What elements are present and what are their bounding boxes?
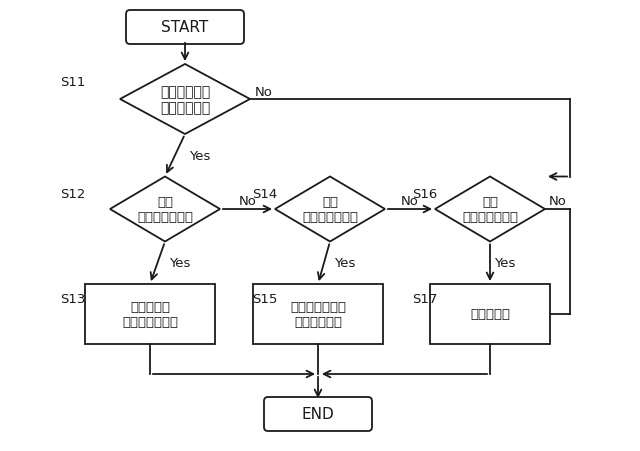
Text: No: No [255, 85, 273, 98]
Text: START: START [161, 20, 209, 36]
Text: 画像データを
表示するか？: 画像データを 表示するか？ [160, 85, 210, 115]
Text: No: No [239, 195, 257, 208]
Text: データ切替: データ切替 [470, 308, 510, 321]
Polygon shape [120, 65, 250, 135]
Text: Yes: Yes [169, 257, 190, 270]
Text: No: No [401, 195, 419, 208]
FancyBboxPatch shape [430, 285, 550, 344]
FancyBboxPatch shape [253, 285, 383, 344]
Text: S16: S16 [412, 188, 437, 201]
Text: S13: S13 [60, 293, 85, 306]
Text: END: END [301, 407, 334, 422]
Text: S14: S14 [252, 188, 277, 201]
Text: Yes: Yes [189, 149, 211, 162]
Text: Yes: Yes [494, 257, 515, 270]
Text: 表側
フリック操作？: 表側 フリック操作？ [462, 196, 518, 224]
Polygon shape [275, 177, 385, 242]
FancyBboxPatch shape [126, 11, 244, 45]
Polygon shape [435, 177, 545, 242]
Text: S17: S17 [412, 293, 437, 306]
Text: S11: S11 [60, 75, 85, 88]
Text: No: No [549, 195, 567, 208]
Text: 表側
フリック操作？: 表側 フリック操作？ [137, 196, 193, 224]
Text: Yes: Yes [334, 257, 355, 270]
Text: データ切替
（上層＋下層）: データ切替 （上層＋下層） [122, 300, 178, 328]
FancyBboxPatch shape [264, 397, 372, 431]
Text: S15: S15 [252, 293, 277, 306]
Text: 裏側
フリック操作？: 裏側 フリック操作？ [302, 196, 358, 224]
Polygon shape [110, 177, 220, 242]
Text: S12: S12 [60, 188, 85, 201]
Text: 画像データのみ
切替（下層）: 画像データのみ 切替（下層） [290, 300, 346, 328]
FancyBboxPatch shape [85, 285, 215, 344]
